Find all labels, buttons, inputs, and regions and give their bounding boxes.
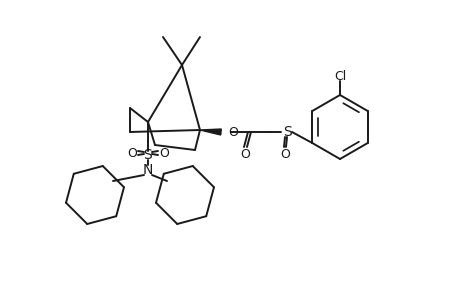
- Polygon shape: [200, 129, 221, 135]
- Text: O: O: [127, 146, 137, 160]
- Text: N: N: [142, 163, 153, 177]
- Text: S: S: [143, 148, 152, 162]
- Text: O: O: [159, 146, 168, 160]
- Text: S: S: [283, 125, 292, 139]
- Text: Cl: Cl: [333, 70, 345, 83]
- Text: O: O: [280, 148, 289, 160]
- Text: O: O: [228, 125, 237, 139]
- Text: O: O: [240, 148, 249, 160]
